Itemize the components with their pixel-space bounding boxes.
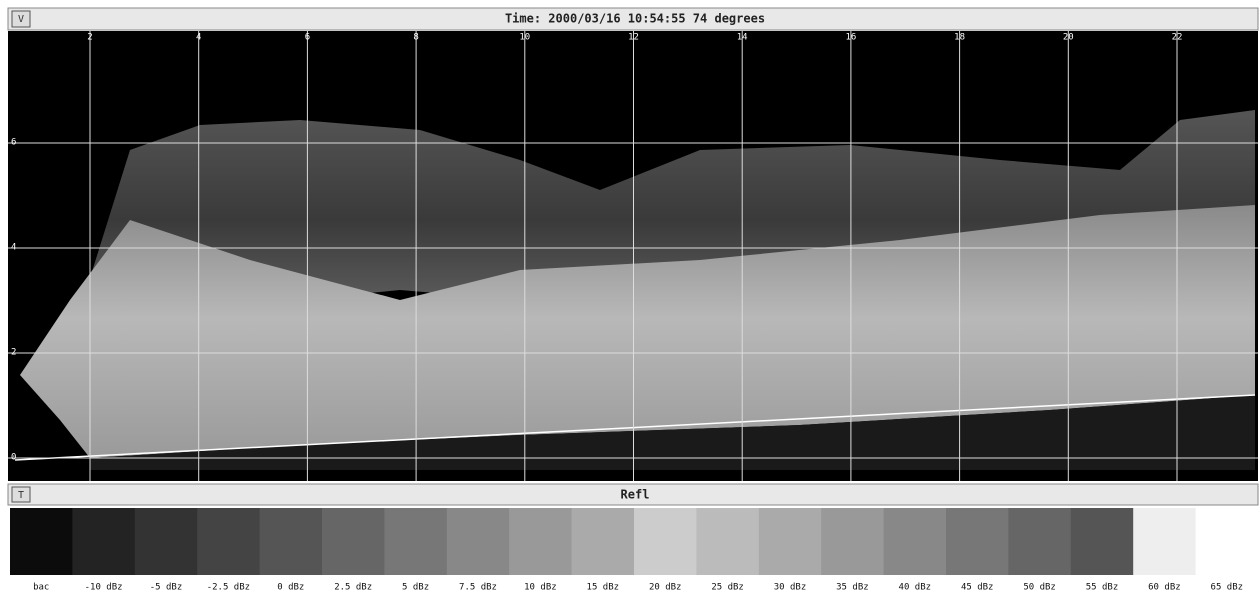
legend-label: 2.5 dBz (334, 583, 372, 593)
legend-swatch (821, 508, 884, 575)
legend-label: -2.5 dBz (207, 583, 250, 593)
legend-label: -10 dBz (85, 583, 123, 593)
legend-menu-button-label[interactable]: T (18, 490, 24, 501)
legend-label: 65 dBz (1211, 583, 1244, 593)
legend-swatch (509, 508, 572, 575)
y-tick-label: 2 (11, 348, 16, 358)
legend-label: bac (33, 583, 49, 593)
legend-swatch (1133, 508, 1196, 575)
legend-swatch (696, 508, 759, 575)
x-tick-label: 2 (87, 33, 92, 43)
x-tick-label: 16 (845, 33, 856, 43)
x-tick-label: 14 (737, 33, 748, 43)
legend-swatch (10, 508, 73, 575)
x-tick-label: 10 (519, 33, 530, 43)
legend-swatch (884, 508, 947, 575)
legend-label: 60 dBz (1148, 583, 1181, 593)
legend-label: 25 dBz (711, 583, 744, 593)
legend-label: 20 dBz (649, 583, 682, 593)
legend-swatch (384, 508, 447, 575)
legend-label: 35 dBz (836, 583, 869, 593)
legend-label: 40 dBz (899, 583, 932, 593)
y-tick-label: 4 (11, 243, 16, 253)
color-legend: bac -10 dBz -5 dBz -2.5 dBz 0 dBz 2.5 dBz 5 dB… (10, 508, 1259, 593)
legend-label: -5 dBz (150, 583, 183, 593)
legend-swatch (72, 508, 135, 575)
legend-label: 30 dBz (774, 583, 807, 593)
legend-swatch (447, 508, 510, 575)
legend-label: 0 dBz (277, 583, 304, 593)
legend-swatch (322, 508, 385, 575)
legend-label: 45 dBz (961, 583, 994, 593)
legend-swatch (197, 508, 260, 575)
x-tick-label: 20 (1063, 33, 1074, 43)
legend-label: 15 dBz (587, 583, 620, 593)
legend-title: Refl (621, 488, 650, 502)
legend-label: 10 dBz (524, 583, 557, 593)
legend-swatch (260, 508, 323, 575)
window-title: Time: 2000/03/16 10:54:55 74 degrees (505, 12, 765, 26)
x-tick-label: 4 (196, 33, 201, 43)
y-tick-label: 6 (11, 138, 16, 148)
legend-label: 7.5 dBz (459, 583, 497, 593)
legend-label: 55 dBz (1086, 583, 1119, 593)
legend-swatch (1071, 508, 1134, 575)
legend-swatch (1196, 508, 1259, 575)
legend-swatch (759, 508, 822, 575)
x-tick-label: 6 (305, 33, 310, 43)
legend-label: 50 dBz (1023, 583, 1056, 593)
page: {"top_panel": {"button": "V", "title": "… (0, 0, 1260, 595)
legend-swatch (1008, 508, 1071, 575)
legend-swatch (572, 508, 635, 575)
x-tick-label: 8 (413, 33, 418, 43)
legend-swatch (946, 508, 1009, 575)
x-tick-label: 22 (1172, 33, 1183, 43)
legend-label: 5 dBz (402, 583, 429, 593)
legend-swatch (135, 508, 198, 575)
radar-window: V Time: 2000/03/16 10:54:55 74 degrees 2… (0, 0, 1260, 595)
legend-swatch (634, 508, 697, 575)
x-tick-label: 12 (628, 33, 639, 43)
y-tick-label: 0 (11, 453, 16, 463)
menu-button-label[interactable]: V (18, 14, 24, 25)
x-tick-label: 18 (954, 33, 965, 43)
